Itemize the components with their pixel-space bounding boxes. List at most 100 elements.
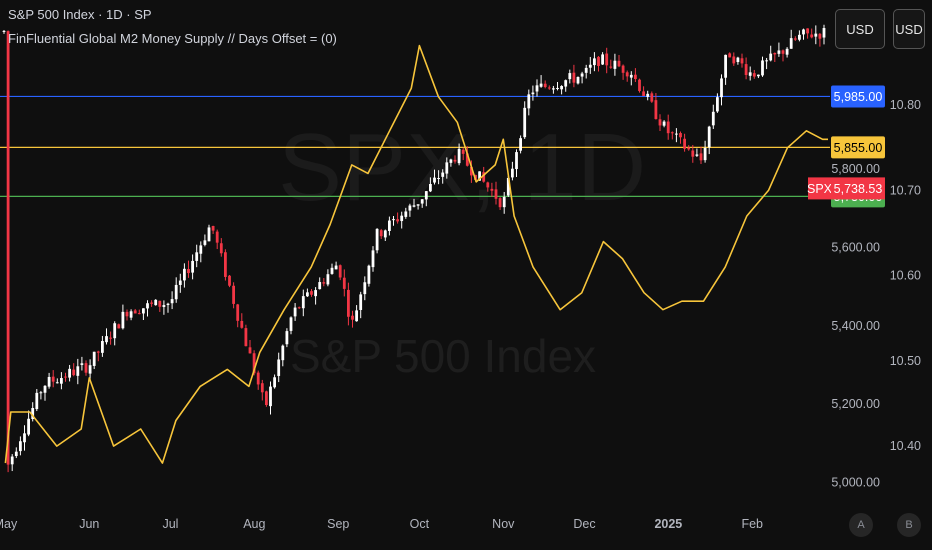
candle-body	[707, 126, 711, 148]
candle-body	[60, 378, 63, 384]
log-scale-button[interactable]: B	[897, 513, 921, 537]
candle-body	[670, 132, 674, 134]
candle-body	[129, 311, 133, 318]
candle-body	[556, 87, 559, 89]
candle-body	[109, 337, 112, 339]
candle-body	[662, 121, 666, 126]
candle-body	[23, 433, 26, 443]
auto-scale-button[interactable]: A	[849, 513, 873, 537]
candle-body	[765, 60, 768, 62]
currency-button[interactable]: USD	[835, 9, 885, 49]
candle-body	[166, 303, 170, 305]
x-axis-tick: May	[0, 517, 18, 531]
candle-body	[679, 133, 682, 138]
x-axis-tick: Nov	[492, 517, 515, 531]
candle-body	[162, 305, 166, 307]
candle-body	[96, 351, 100, 353]
candle-body	[629, 74, 633, 78]
candle-body	[683, 138, 686, 149]
m2-axis-tick: 10.50	[890, 354, 921, 368]
price-lines	[0, 95, 830, 197]
candle-body	[19, 441, 22, 452]
axes: 5,000.00 5,200.00 5,400.00 5,600.00 5,800.00…	[0, 98, 921, 531]
candle-body	[215, 231, 219, 243]
candle-body	[658, 119, 662, 126]
candle-body	[470, 166, 473, 176]
candle-body	[781, 50, 785, 54]
candle-body	[777, 50, 781, 54]
candle-body	[150, 302, 153, 304]
candle-body	[236, 304, 240, 321]
candle-body	[457, 148, 461, 164]
candle-body	[142, 308, 145, 314]
price-tag-0	[831, 85, 885, 108]
candle-body	[84, 363, 88, 373]
candle-body	[802, 29, 805, 35]
price-tag-1	[831, 136, 885, 159]
candle-body	[170, 299, 174, 304]
candle-body	[80, 363, 84, 365]
candle-body	[621, 65, 625, 73]
candle-body	[506, 177, 510, 196]
candle-body	[650, 93, 654, 102]
candle-body	[720, 78, 723, 98]
candle-body	[10, 456, 14, 465]
candle-body	[543, 83, 547, 88]
watermark: SPX, 1D S&P 500 Index	[278, 114, 646, 382]
candle-body	[2, 30, 6, 32]
candle-body	[277, 359, 281, 376]
candle-body	[211, 226, 215, 231]
candle-body	[818, 33, 822, 39]
candle-body	[560, 86, 563, 90]
candle-body	[625, 72, 629, 77]
last-price-symbol-tag	[808, 177, 831, 200]
candle-body	[482, 172, 486, 182]
candle-body	[588, 64, 592, 68]
price-tag-label: 5,855.00	[834, 141, 883, 155]
candle-body	[572, 72, 576, 83]
candle-body	[609, 66, 613, 68]
candle-body	[47, 376, 51, 387]
candle-body	[219, 243, 223, 254]
price-axis-tick: 5,000.00	[831, 476, 880, 490]
candle-body	[301, 296, 305, 309]
candle-body	[355, 310, 358, 322]
candle-body	[6, 31, 10, 465]
candle-body	[515, 152, 518, 170]
candle-body	[732, 56, 736, 64]
candle-body	[76, 366, 80, 376]
candle-body	[347, 289, 350, 317]
last-price-tag	[831, 177, 885, 200]
candle-body	[711, 111, 715, 126]
candlestick-series	[2, 24, 826, 473]
candle-body	[793, 38, 797, 40]
candle-body	[396, 219, 399, 222]
candle-body	[416, 204, 420, 206]
x-axis-tick: 2025	[654, 517, 682, 531]
last-price-label: 5,738.53	[834, 182, 883, 196]
price-tag-label: 5,985.00	[834, 90, 883, 104]
candle-body	[806, 28, 809, 34]
candle-body	[68, 368, 71, 378]
x-axis-tick: Jul	[162, 517, 178, 531]
candle-body	[433, 177, 436, 183]
candle-body	[158, 300, 162, 307]
candle-body	[330, 267, 334, 274]
candle-body	[420, 199, 424, 204]
candle-body	[244, 328, 248, 347]
candle-body	[486, 182, 490, 188]
candle-body	[785, 48, 789, 55]
candle-body	[363, 282, 367, 295]
indicator-title[interactable]: FinFluential Global M2 Money Supply // D…	[8, 31, 337, 46]
currency-button-secondary[interactable]: USD	[893, 9, 925, 49]
candle-body	[695, 154, 699, 156]
candle-body	[322, 282, 326, 284]
m2-axis-tick: 10.40	[890, 439, 921, 453]
candle-body	[285, 331, 289, 345]
m2-axis-tick: 10.80	[890, 98, 921, 112]
candle-body	[498, 198, 502, 208]
candle-body	[306, 292, 309, 297]
x-axis-tick: Aug	[243, 517, 265, 531]
